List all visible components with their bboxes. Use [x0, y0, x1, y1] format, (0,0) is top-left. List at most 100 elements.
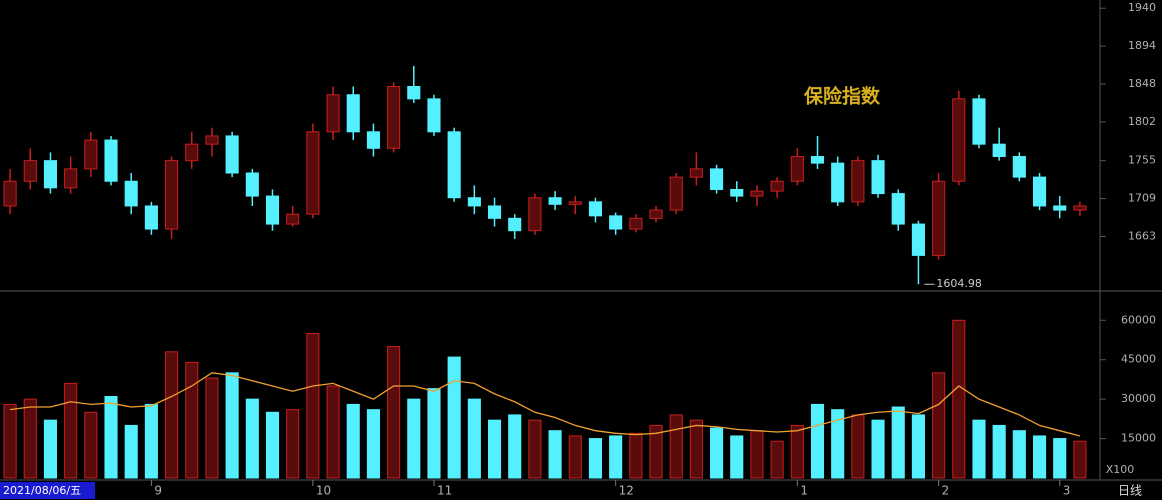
candle-body — [649, 209, 663, 219]
volume-bar — [205, 377, 219, 479]
x-tick-label: 2 — [942, 484, 950, 498]
volume-bar — [346, 403, 360, 479]
y-tick-label: 60000 — [1121, 313, 1156, 326]
candle-body — [387, 86, 401, 149]
volume-bar — [568, 435, 582, 479]
volume-bar — [609, 435, 623, 479]
candle-body — [689, 168, 703, 178]
volume-bar — [669, 414, 683, 479]
volume-bar — [851, 414, 865, 479]
candle-body — [548, 197, 562, 205]
candle-body — [326, 94, 340, 133]
candle-body — [467, 197, 481, 207]
volume-bar — [387, 346, 401, 479]
volume-bar — [629, 432, 643, 479]
x-tick-label: 12 — [619, 484, 634, 498]
volume-bar — [730, 435, 744, 479]
y-tick-label: 1848 — [1128, 77, 1156, 90]
candle-body — [1073, 205, 1087, 211]
candle-body — [528, 197, 542, 232]
volume-bar — [104, 396, 118, 479]
candle-body — [245, 172, 259, 197]
volume-unit: X100 — [1106, 463, 1135, 476]
cursor-date: 2021/08/06/五 — [3, 484, 81, 497]
volume-bar — [952, 319, 966, 479]
volume-bar — [508, 414, 522, 479]
candle-body — [306, 131, 320, 215]
y-tick-label: 1894 — [1128, 39, 1156, 52]
candle-body — [932, 180, 946, 256]
candle-body — [64, 168, 78, 189]
y-tick-label: 1663 — [1128, 229, 1156, 242]
volume-bar — [588, 438, 603, 479]
volume-bar — [1073, 440, 1087, 479]
volume-bar — [23, 398, 37, 479]
volume-bar — [1012, 430, 1026, 479]
candle-body — [1032, 176, 1047, 207]
x-tick-label: 9 — [154, 484, 162, 498]
candle-body — [346, 94, 360, 133]
chart-title: 保险指数 — [803, 85, 881, 108]
x-tick-label: 11 — [437, 484, 452, 498]
volume-bar — [1053, 438, 1067, 479]
candle-body — [911, 223, 925, 256]
volume-bar — [689, 419, 703, 479]
volume-bar — [3, 403, 17, 479]
candle-body — [205, 135, 219, 145]
y-tick-label: 15000 — [1121, 432, 1156, 445]
candle-body — [770, 180, 784, 192]
candle-body — [952, 98, 966, 182]
y-tick-label: 1940 — [1128, 1, 1156, 14]
candle-body — [790, 156, 804, 182]
candle-body — [831, 162, 845, 203]
x-tick-label: 10 — [316, 484, 331, 498]
x-tick-label: 1 — [800, 484, 808, 498]
volume-bar — [245, 398, 259, 479]
candle-body — [609, 215, 623, 230]
volume-bar — [265, 411, 280, 479]
y-tick-label: 30000 — [1121, 392, 1156, 405]
candle-body — [185, 143, 199, 162]
volume-bar — [810, 403, 825, 479]
volume-bar — [84, 411, 98, 479]
volume-bar — [326, 385, 340, 479]
low-annotation: 1604.98 — [936, 277, 982, 290]
volume-bar — [144, 403, 158, 479]
candle-body — [144, 205, 158, 230]
candle-body — [43, 160, 58, 189]
volume-bar — [932, 372, 946, 479]
volume-bar — [710, 427, 724, 479]
volume-bar — [407, 398, 421, 479]
candle-body — [669, 176, 683, 211]
candle-body — [972, 98, 986, 145]
volume-bar — [447, 356, 461, 479]
volume-bar — [124, 424, 138, 479]
volume-bar — [649, 424, 663, 479]
volume-bar — [427, 388, 441, 479]
x-tick-label: 3 — [1063, 484, 1071, 498]
volume-bar — [185, 361, 199, 479]
period-label: 日线 — [1118, 484, 1142, 498]
volume-bar — [306, 332, 320, 479]
candle-body — [891, 193, 905, 225]
candle-body — [568, 201, 582, 205]
volume-ma — [10, 372, 1081, 437]
volume-bar — [750, 430, 764, 479]
y-tick-label: 1755 — [1128, 154, 1156, 167]
candle-body — [730, 188, 744, 197]
candle-body — [487, 205, 502, 219]
candle-body — [871, 160, 885, 195]
volume-bar — [43, 419, 58, 479]
volume-bar — [165, 351, 179, 479]
candle-body — [286, 213, 300, 225]
candle-body — [851, 160, 865, 203]
candle-body — [750, 190, 764, 197]
volume-bar — [891, 406, 905, 479]
cursor-date-box — [0, 482, 95, 499]
volume-bar — [1032, 435, 1047, 479]
candle-body — [588, 201, 603, 217]
volume-bar — [831, 409, 845, 479]
volume-bar — [366, 409, 380, 479]
candle-body — [508, 217, 522, 232]
